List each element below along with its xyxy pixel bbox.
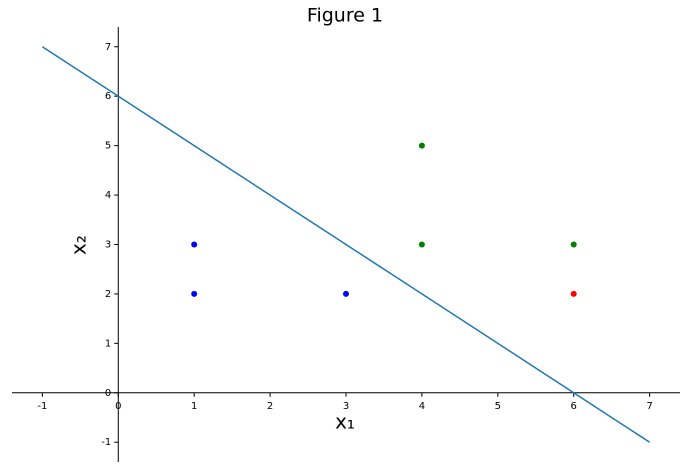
y-tick-label: 5 [105, 141, 111, 152]
line [41, 46, 651, 443]
x-tick-label: 4 [419, 401, 425, 412]
x-tick-label: 2 [267, 401, 273, 412]
x-tick-label: -1 [37, 401, 47, 412]
point [191, 290, 198, 297]
y-tick-label: 0 [105, 388, 111, 399]
y-tick-label: 1 [105, 338, 111, 349]
x-tick-label: 6 [571, 401, 577, 412]
x-axis-label: x₁ [335, 410, 355, 434]
x-tick-label: 0 [115, 401, 121, 412]
y-tick-label: 6 [105, 91, 111, 102]
point [418, 241, 425, 248]
x-tick-label: 5 [495, 401, 501, 412]
y-tick-label: 4 [105, 190, 111, 201]
y-tick-label: 7 [105, 42, 111, 53]
chart-title: Figure 1 [307, 5, 383, 27]
x-tick-label: 3 [343, 401, 349, 412]
point [570, 290, 577, 297]
x-tick-label: 7 [646, 401, 652, 412]
point [343, 290, 349, 297]
y-tick-label: 3 [105, 240, 111, 251]
point [418, 142, 425, 149]
y-tick-label: -1 [101, 437, 111, 448]
x-tick-label: 1 [191, 401, 197, 412]
y-axis-label: x₂ [67, 235, 91, 255]
point [191, 241, 198, 248]
y-tick-label: 2 [105, 289, 111, 300]
point [570, 241, 577, 248]
